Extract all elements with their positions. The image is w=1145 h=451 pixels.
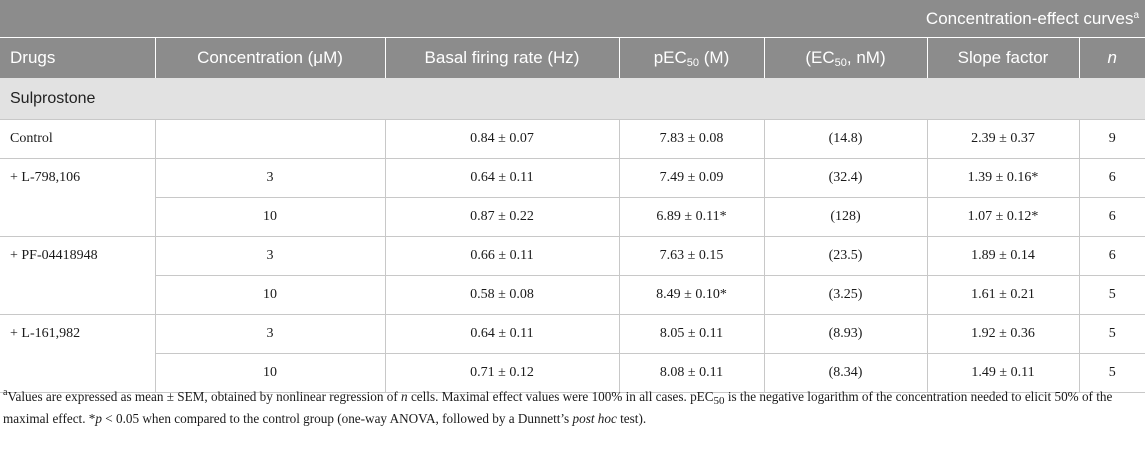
cell-slope: 1.49 ± 0.11 [926,353,1079,393]
cell-basal: 0.87 ± 0.22 [384,197,619,237]
cell-drug [0,197,155,237]
table-row: + L-161,982 3 0.64 ± 0.11 8.05 ± 0.11 (8… [0,314,1145,354]
cell-drug: + L-798,106 [10,170,81,186]
cell-pec50: 8.49 ± 0.10* [618,275,764,315]
group-header: Concentration-effect curvesa [0,0,1145,38]
col-basal-firing-rate: Basal firing rate (Hz) [384,37,619,78]
cell-pec50: 8.08 ± 0.11 [618,353,764,393]
cell-ec50: (8.93) [763,314,927,354]
cell-ec50: (128) [763,197,927,237]
cell-pec50: 8.05 ± 0.11 [618,314,764,354]
table-row: 10 0.58 ± 0.08 8.49 ± 0.10* (3.25) 1.61 … [0,275,1145,315]
cell-concentration: 10 [154,275,385,315]
cell-slope: 1.92 ± 0.36 [926,314,1079,354]
cell-slope: 2.39 ± 0.37 [926,119,1079,159]
cell-basal: 0.84 ± 0.07 [384,119,619,159]
cell-n: 6 [1078,158,1145,198]
cell-basal: 0.64 ± 0.11 [384,158,619,198]
cell-n: 6 [1078,197,1145,237]
col-pec50: pEC50 (M) [618,37,764,78]
cell-concentration [154,119,385,159]
cell-pec50: 7.83 ± 0.08 [618,119,764,159]
section-label: Sulprostone [0,78,1145,120]
cell-slope: 1.39 ± 0.16* [926,158,1079,198]
section-row: Sulprostone [0,78,1145,120]
column-header-row: Drugs Concentration (μM) Basal firing ra… [0,37,1145,78]
cell-concentration: 3 [154,314,385,354]
table-row: + L-798,106 3 0.64 ± 0.11 7.49 ± 0.09 (3… [0,158,1145,198]
col-ec50: (EC50, nM) [763,37,927,78]
results-table: Concentration-effect curvesa Drugs Conce… [0,0,1145,393]
data-table-container: Concentration-effect curvesa Drugs Conce… [0,0,1145,393]
cell-concentration: 3 [154,236,385,276]
table-row: Control 0.84 ± 0.07 7.83 ± 0.08 (14.8) 2… [0,119,1145,159]
cell-ec50: (14.8) [763,119,927,159]
cell-ec50: (23.5) [763,236,927,276]
cell-n: 5 [1078,353,1145,393]
cell-drug: + PF-04418948 [10,248,98,264]
cell-n: 5 [1078,275,1145,315]
cell-basal: 0.58 ± 0.08 [384,275,619,315]
table-row: + PF-04418948 3 0.66 ± 0.11 7.63 ± 0.15 … [0,236,1145,276]
table-row: 10 0.71 ± 0.12 8.08 ± 0.11 (8.34) 1.49 ±… [0,353,1145,393]
cell-n: 5 [1078,314,1145,354]
col-n: n [1078,37,1145,78]
table-row: 10 0.87 ± 0.22 6.89 ± 0.11* (128) 1.07 ±… [0,197,1145,237]
cell-slope: 1.07 ± 0.12* [926,197,1079,237]
cell-n: 9 [1078,119,1145,159]
cell-pec50: 7.63 ± 0.15 [618,236,764,276]
cell-ec50: (8.34) [763,353,927,393]
table-footnote: aValues are expressed as mean ± SEM, obt… [3,387,1113,426]
cell-n: 6 [1078,236,1145,276]
cell-pec50: 7.49 ± 0.09 [618,158,764,198]
cell-slope: 1.61 ± 0.21 [926,275,1079,315]
cell-ec50: (3.25) [763,275,927,315]
cell-concentration: 10 [154,197,385,237]
cell-drug [0,275,155,315]
cell-slope: 1.89 ± 0.14 [926,236,1079,276]
cell-ec50: (32.4) [763,158,927,198]
col-drugs: Drugs [0,37,155,78]
cell-pec50: 6.89 ± 0.11* [618,197,764,237]
cell-drug: + L-161,982 [10,326,81,342]
col-concentration: Concentration (μM) [154,37,385,78]
cell-drug [0,353,155,393]
cell-concentration: 3 [154,158,385,198]
col-slope-factor: Slope factor [926,37,1079,78]
group-header-row: Concentration-effect curvesa [0,0,1145,38]
cell-basal: 0.66 ± 0.11 [384,236,619,276]
cell-concentration: 10 [154,353,385,393]
cell-basal: 0.64 ± 0.11 [384,314,619,354]
cell-basal: 0.71 ± 0.12 [384,353,619,393]
cell-drug: Control [0,119,155,159]
